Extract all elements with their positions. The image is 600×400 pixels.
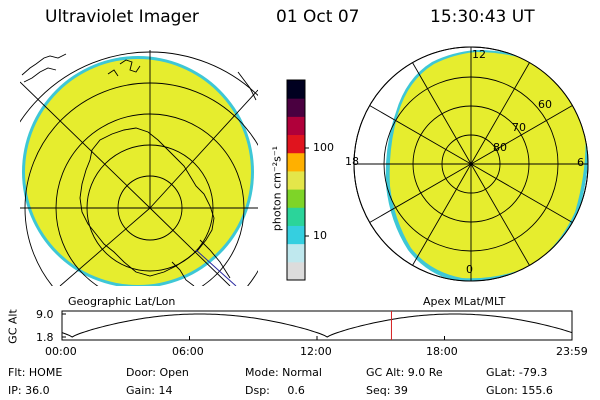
info-ip: IP: 36.0 xyxy=(8,384,50,397)
magnetic-grid xyxy=(354,47,588,281)
geographic-image-disc xyxy=(22,56,254,286)
limb-arc xyxy=(237,71,257,101)
app-title: Ultraviolet Imager xyxy=(45,7,199,27)
coastline-antarctica xyxy=(79,127,231,286)
outer-track-line xyxy=(195,249,237,286)
geographic-panel-label: Geographic Lat/Lon xyxy=(68,295,176,308)
mlt-label-18: 18 xyxy=(345,155,359,168)
x-axis-ticks xyxy=(61,336,573,340)
mlt-label-6: 6 xyxy=(577,156,584,169)
colorbar-stripe xyxy=(287,207,305,226)
coastline-north xyxy=(21,53,141,83)
geographic-map xyxy=(20,50,258,286)
mlt-label-0: 0 xyxy=(466,263,473,276)
x-tick-label-1800: 18:00 xyxy=(426,345,458,358)
x-tick-label-2359: 23:59 xyxy=(556,345,588,358)
colorbar-stripe xyxy=(287,134,305,154)
altitude-plot xyxy=(61,310,573,341)
x-tick-label-1200: 12:00 xyxy=(300,345,332,358)
colorbar-label-10: 10 xyxy=(313,229,327,242)
altitude-curve xyxy=(62,313,572,338)
time-label: 15:30:43 UT xyxy=(430,7,535,27)
info-mode: Mode: Normal xyxy=(245,366,322,379)
colorbar-stripe xyxy=(287,98,305,117)
info-gc-alt: GC Alt: 9.0 Re xyxy=(366,366,443,379)
colorbar-stripe xyxy=(287,80,305,99)
colorbar-stripe xyxy=(287,116,305,136)
x-tick-label-0600: 06:00 xyxy=(172,345,204,358)
info-glat: GLat: -79.3 xyxy=(486,366,548,379)
colorbar-stripe xyxy=(287,152,305,172)
mlt-label-12: 12 xyxy=(472,48,486,61)
meridians xyxy=(20,50,258,286)
colorbar-stripe xyxy=(287,225,305,245)
altitude-axis-label: GC Alt xyxy=(6,309,20,344)
info-seq: Seq: 39 xyxy=(366,384,408,397)
info-flight: Flt: HOME xyxy=(8,366,63,379)
colorbar-stripe xyxy=(287,189,305,208)
x-tick-label-0000: 00:00 xyxy=(45,345,77,358)
colorbar-unit-label: photon cm⁻²s⁻¹ xyxy=(270,145,284,232)
magnetic-panel-label: Apex MLat/MLT xyxy=(423,295,506,308)
info-door: Door: Open xyxy=(126,366,189,379)
mlat-label-70: 70 xyxy=(512,121,526,134)
mlat-label-80: 80 xyxy=(493,141,507,154)
mlat-label-60: 60 xyxy=(538,98,552,111)
colorbar-stripe xyxy=(287,261,305,281)
info-dsp: Dsp: 0.6 xyxy=(245,384,305,397)
colorbar-stripe xyxy=(287,170,305,190)
colorbar xyxy=(286,79,309,281)
magnetic-map xyxy=(353,46,589,282)
colorbar-stripe xyxy=(287,243,305,263)
colorbar-label-100: 100 xyxy=(313,141,334,154)
info-glon: GLon: 155.6 xyxy=(486,384,553,397)
date-label: 01 Oct 07 xyxy=(276,7,360,27)
y-tick-label-9: 9.0 xyxy=(36,308,54,321)
y-tick-label-1-8: 1.8 xyxy=(36,331,54,344)
info-gain: Gain: 14 xyxy=(126,384,173,397)
